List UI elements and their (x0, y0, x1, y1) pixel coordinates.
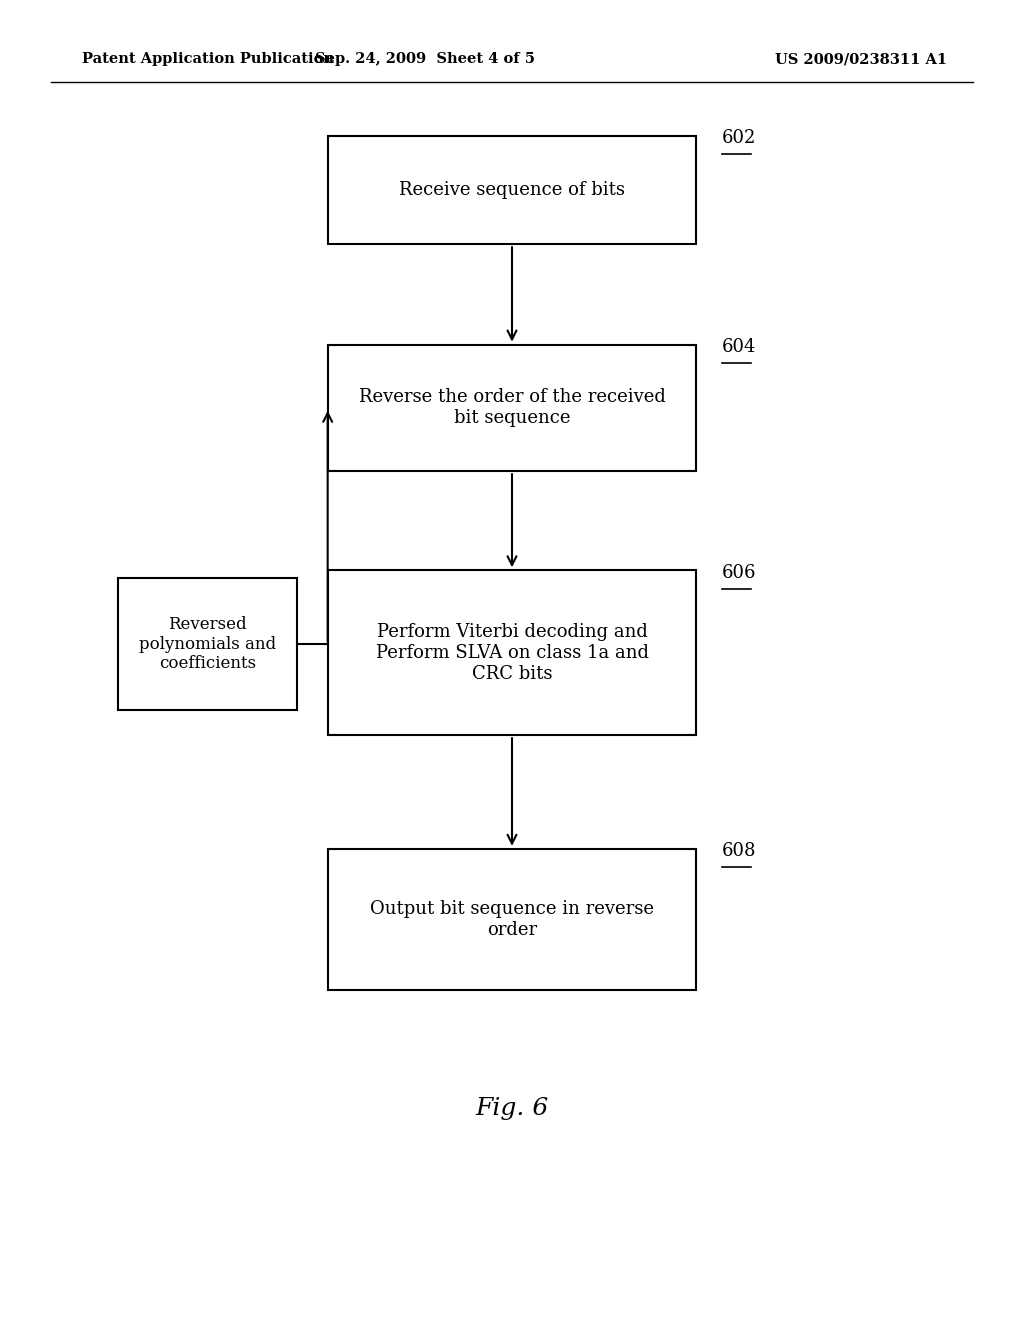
Bar (328, 849, 696, 990)
Text: 602: 602 (722, 129, 757, 148)
Bar (328, 345, 696, 471)
Text: 608: 608 (722, 842, 757, 861)
Text: Output bit sequence in reverse
order: Output bit sequence in reverse order (370, 900, 654, 939)
Bar (328, 570, 696, 735)
Text: 606: 606 (722, 564, 757, 582)
Bar (118, 578, 297, 710)
Text: Reverse the order of the received
bit sequence: Reverse the order of the received bit se… (358, 388, 666, 428)
Text: Patent Application Publication: Patent Application Publication (82, 53, 334, 66)
Text: Reversed
polynomials and
coefficients: Reversed polynomials and coefficients (139, 616, 275, 672)
Text: Perform Viterbi decoding and
Perform SLVA on class 1a and
CRC bits: Perform Viterbi decoding and Perform SLV… (376, 623, 648, 682)
Text: Receive sequence of bits: Receive sequence of bits (399, 181, 625, 199)
Text: Fig. 6: Fig. 6 (475, 1097, 549, 1121)
Bar (328, 136, 696, 244)
Text: Sep. 24, 2009  Sheet 4 of 5: Sep. 24, 2009 Sheet 4 of 5 (315, 53, 535, 66)
Text: 604: 604 (722, 338, 757, 356)
Text: US 2009/0238311 A1: US 2009/0238311 A1 (775, 53, 947, 66)
